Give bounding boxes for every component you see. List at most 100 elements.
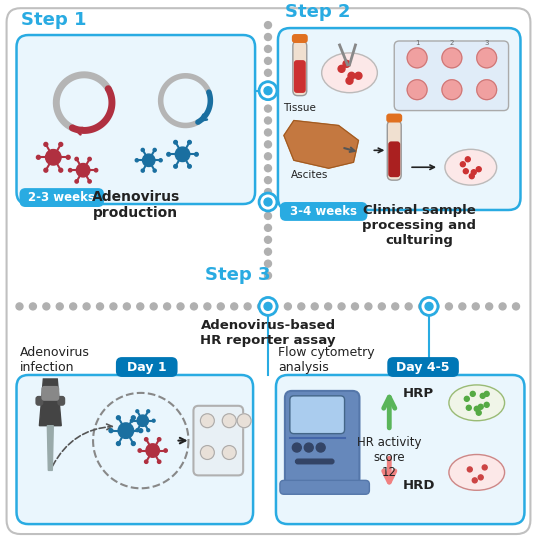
Polygon shape bbox=[284, 121, 359, 168]
Circle shape bbox=[259, 193, 277, 211]
Text: Flow cytometry
analysis: Flow cytometry analysis bbox=[278, 346, 375, 374]
Circle shape bbox=[467, 467, 472, 472]
Circle shape bbox=[459, 303, 466, 310]
Circle shape bbox=[191, 303, 198, 310]
Circle shape bbox=[76, 163, 90, 177]
Circle shape bbox=[56, 303, 63, 310]
Circle shape bbox=[157, 460, 161, 464]
Circle shape bbox=[43, 303, 50, 310]
Circle shape bbox=[141, 148, 144, 151]
Circle shape bbox=[164, 303, 171, 310]
FancyBboxPatch shape bbox=[292, 34, 308, 43]
FancyBboxPatch shape bbox=[41, 386, 59, 401]
Circle shape bbox=[432, 303, 439, 310]
Circle shape bbox=[231, 303, 238, 310]
Circle shape bbox=[177, 303, 184, 310]
Circle shape bbox=[338, 303, 345, 310]
Circle shape bbox=[304, 443, 313, 452]
Ellipse shape bbox=[322, 53, 378, 93]
Circle shape bbox=[465, 396, 469, 402]
Text: HRD: HRD bbox=[403, 479, 436, 492]
FancyBboxPatch shape bbox=[6, 8, 531, 534]
Circle shape bbox=[200, 446, 214, 459]
Circle shape bbox=[118, 423, 134, 438]
Circle shape bbox=[405, 303, 412, 310]
Circle shape bbox=[442, 80, 462, 100]
FancyBboxPatch shape bbox=[387, 357, 459, 377]
Circle shape bbox=[75, 157, 78, 161]
Circle shape bbox=[348, 72, 355, 79]
Circle shape bbox=[136, 410, 139, 413]
Circle shape bbox=[392, 303, 398, 310]
Circle shape bbox=[265, 45, 272, 52]
FancyBboxPatch shape bbox=[35, 396, 43, 406]
Circle shape bbox=[157, 438, 161, 441]
Circle shape bbox=[485, 303, 492, 310]
Circle shape bbox=[130, 419, 133, 422]
Circle shape bbox=[132, 416, 135, 420]
Circle shape bbox=[484, 391, 489, 396]
Circle shape bbox=[476, 410, 481, 415]
Circle shape bbox=[265, 117, 272, 124]
Text: Adenovirus-based
HR reporter assay: Adenovirus-based HR reporter assay bbox=[200, 319, 336, 347]
FancyBboxPatch shape bbox=[17, 35, 255, 204]
FancyBboxPatch shape bbox=[285, 391, 359, 485]
Circle shape bbox=[175, 147, 190, 162]
FancyBboxPatch shape bbox=[116, 357, 178, 377]
Circle shape bbox=[477, 48, 497, 68]
FancyBboxPatch shape bbox=[280, 202, 367, 221]
Circle shape bbox=[264, 87, 272, 95]
Circle shape bbox=[138, 449, 141, 452]
FancyBboxPatch shape bbox=[293, 41, 307, 95]
Circle shape bbox=[117, 416, 120, 420]
Circle shape bbox=[265, 141, 272, 148]
Circle shape bbox=[265, 165, 272, 172]
Circle shape bbox=[167, 153, 170, 156]
Text: Adenovirus
production: Adenovirus production bbox=[92, 190, 180, 220]
Text: 2: 2 bbox=[449, 40, 454, 46]
Circle shape bbox=[472, 478, 477, 483]
Circle shape bbox=[109, 429, 113, 433]
Circle shape bbox=[124, 303, 130, 310]
Circle shape bbox=[46, 149, 61, 165]
Circle shape bbox=[44, 142, 48, 146]
Circle shape bbox=[146, 444, 159, 457]
Text: Step 1: Step 1 bbox=[21, 11, 87, 29]
Text: Step 3: Step 3 bbox=[205, 266, 271, 284]
Circle shape bbox=[407, 80, 427, 100]
Circle shape bbox=[285, 303, 292, 310]
Text: Day 4-5: Day 4-5 bbox=[396, 361, 450, 374]
Circle shape bbox=[132, 441, 135, 446]
Text: 3: 3 bbox=[484, 40, 489, 46]
Text: Tissue: Tissue bbox=[284, 102, 316, 113]
Circle shape bbox=[311, 303, 318, 310]
Circle shape bbox=[460, 162, 466, 167]
Circle shape bbox=[174, 164, 177, 168]
Circle shape bbox=[484, 402, 489, 407]
Text: 2-3 weeks: 2-3 weeks bbox=[28, 191, 95, 204]
FancyBboxPatch shape bbox=[387, 121, 401, 180]
Text: 3-4 weeks: 3-4 weeks bbox=[290, 205, 357, 218]
Circle shape bbox=[153, 419, 155, 422]
Circle shape bbox=[420, 298, 438, 315]
FancyBboxPatch shape bbox=[17, 375, 253, 524]
Circle shape bbox=[141, 169, 144, 172]
FancyBboxPatch shape bbox=[19, 188, 104, 207]
Circle shape bbox=[472, 303, 479, 310]
Circle shape bbox=[69, 169, 72, 172]
Circle shape bbox=[469, 174, 474, 178]
Circle shape bbox=[292, 443, 301, 452]
Ellipse shape bbox=[449, 385, 505, 421]
Circle shape bbox=[463, 169, 468, 174]
Circle shape bbox=[265, 105, 272, 112]
Circle shape bbox=[466, 157, 470, 162]
FancyBboxPatch shape bbox=[386, 114, 402, 122]
Text: HRP: HRP bbox=[403, 388, 434, 400]
Circle shape bbox=[470, 391, 475, 396]
Circle shape bbox=[265, 201, 272, 208]
FancyBboxPatch shape bbox=[294, 60, 306, 93]
Circle shape bbox=[466, 405, 471, 410]
Circle shape bbox=[265, 153, 272, 160]
Circle shape bbox=[265, 248, 272, 255]
Circle shape bbox=[95, 169, 98, 172]
